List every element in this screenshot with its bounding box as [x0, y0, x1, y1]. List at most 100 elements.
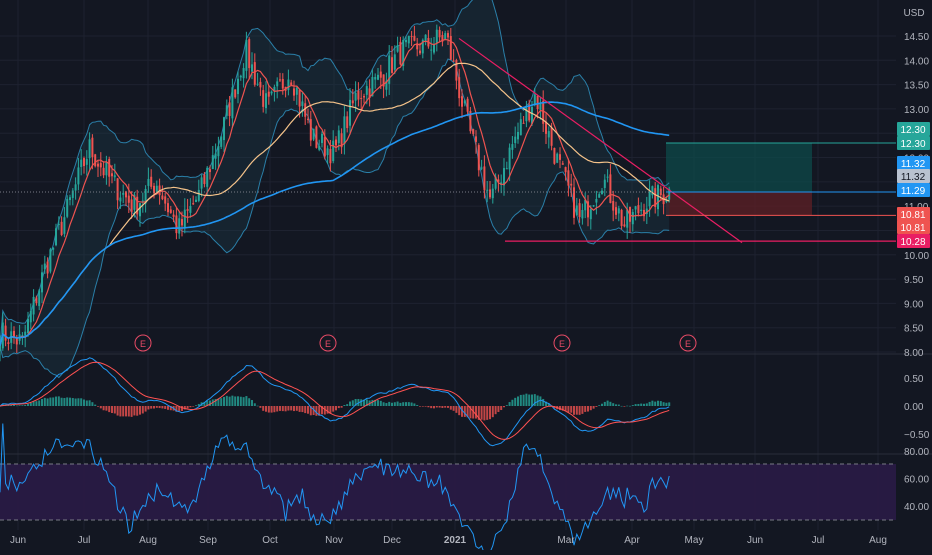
- candle-body[interactable]: [237, 78, 239, 95]
- candle-body[interactable]: [133, 194, 136, 210]
- candle-body[interactable]: [287, 79, 290, 91]
- candle-body[interactable]: [466, 98, 469, 112]
- candle-body[interactable]: [175, 215, 178, 234]
- candle-body[interactable]: [318, 145, 321, 150]
- candle-body[interactable]: [531, 107, 533, 124]
- candle-body[interactable]: [77, 167, 80, 185]
- candle-body[interactable]: [242, 68, 245, 79]
- candle-body[interactable]: [469, 110, 472, 132]
- candle-body[interactable]: [640, 209, 643, 212]
- candle-body[interactable]: [335, 139, 337, 146]
- candle-body[interactable]: [447, 33, 449, 38]
- candle-body[interactable]: [612, 201, 615, 211]
- candle-body[interactable]: [88, 139, 91, 159]
- candle-body[interactable]: [533, 94, 536, 106]
- candle-body[interactable]: [542, 100, 545, 124]
- candle-body[interactable]: [220, 136, 223, 147]
- candle-body[interactable]: [273, 86, 276, 92]
- candle-body[interactable]: [589, 209, 592, 220]
- candle-body[interactable]: [648, 191, 651, 207]
- candle-body[interactable]: [150, 176, 153, 187]
- candle-body[interactable]: [385, 80, 388, 90]
- candle-body[interactable]: [391, 57, 393, 73]
- candle-body[interactable]: [217, 146, 220, 157]
- candle-body[interactable]: [256, 83, 259, 85]
- candle-body[interactable]: [410, 36, 413, 38]
- candle-body[interactable]: [4, 325, 7, 341]
- candle-body[interactable]: [657, 185, 659, 210]
- candle-body[interactable]: [631, 212, 634, 225]
- candle-body[interactable]: [500, 182, 503, 185]
- candle-body[interactable]: [396, 45, 399, 52]
- candle-body[interactable]: [430, 49, 433, 51]
- candle-body[interactable]: [111, 173, 113, 177]
- candle-body[interactable]: [609, 174, 612, 203]
- candle-body[interactable]: [94, 154, 97, 167]
- candle-body[interactable]: [139, 203, 141, 217]
- candle-body[interactable]: [413, 35, 416, 41]
- candle-body[interactable]: [38, 290, 41, 307]
- candle-body[interactable]: [97, 163, 99, 167]
- candle-body[interactable]: [262, 90, 265, 107]
- candle-body[interactable]: [637, 205, 640, 214]
- candle-body[interactable]: [99, 163, 102, 168]
- candle-body[interactable]: [141, 200, 144, 202]
- candle-body[interactable]: [301, 101, 304, 106]
- candle-body[interactable]: [550, 127, 553, 146]
- candle-body[interactable]: [259, 81, 262, 88]
- candle-body[interactable]: [461, 96, 463, 107]
- candle-body[interactable]: [332, 140, 335, 162]
- candle-body[interactable]: [643, 209, 645, 217]
- candle-body[interactable]: [35, 297, 38, 304]
- candle-body[interactable]: [312, 128, 315, 140]
- candle-body[interactable]: [197, 189, 200, 201]
- candle-body[interactable]: [0, 345, 1, 351]
- candle-body[interactable]: [399, 41, 402, 65]
- candle-body[interactable]: [424, 34, 427, 42]
- candle-body[interactable]: [491, 188, 494, 199]
- candle-body[interactable]: [584, 199, 587, 211]
- candle-body[interactable]: [517, 131, 519, 140]
- candle-body[interactable]: [382, 74, 385, 87]
- candle-body[interactable]: [419, 50, 421, 54]
- candle-body[interactable]: [329, 149, 332, 164]
- candle-body[interactable]: [654, 188, 657, 207]
- candle-body[interactable]: [74, 184, 77, 191]
- candle-body[interactable]: [155, 185, 158, 192]
- candle-body[interactable]: [295, 87, 298, 95]
- candle-body[interactable]: [349, 99, 351, 126]
- candle-body[interactable]: [326, 148, 329, 156]
- candle-body[interactable]: [489, 189, 491, 198]
- candle-body[interactable]: [452, 60, 455, 62]
- stop-zone[interactable]: [666, 192, 812, 216]
- candle-body[interactable]: [189, 206, 192, 213]
- candle-body[interactable]: [164, 196, 167, 204]
- candle-body[interactable]: [29, 310, 32, 323]
- candle-body[interactable]: [91, 137, 94, 158]
- candle-body[interactable]: [539, 103, 542, 110]
- candle-body[interactable]: [354, 92, 357, 101]
- candle-body[interactable]: [433, 43, 435, 53]
- candle-body[interactable]: [52, 247, 55, 250]
- candle-body[interactable]: [346, 116, 349, 129]
- candle-body[interactable]: [251, 64, 253, 72]
- candle-body[interactable]: [315, 126, 318, 148]
- candle-body[interactable]: [69, 197, 71, 201]
- candle-body[interactable]: [497, 179, 500, 182]
- candle-body[interactable]: [225, 105, 228, 116]
- candle-body[interactable]: [66, 198, 69, 217]
- candle-body[interactable]: [147, 178, 150, 186]
- candle-body[interactable]: [32, 296, 35, 315]
- candle-body[interactable]: [634, 206, 637, 210]
- candle-body[interactable]: [514, 136, 517, 144]
- candle-body[interactable]: [200, 177, 203, 189]
- candle-body[interactable]: [559, 154, 561, 160]
- candle-body[interactable]: [525, 107, 528, 122]
- candle-body[interactable]: [281, 78, 284, 89]
- candle-body[interactable]: [323, 137, 326, 157]
- candle-body[interactable]: [195, 199, 197, 202]
- candle-body[interactable]: [7, 342, 10, 344]
- candle-body[interactable]: [41, 272, 43, 293]
- candle-body[interactable]: [15, 337, 18, 345]
